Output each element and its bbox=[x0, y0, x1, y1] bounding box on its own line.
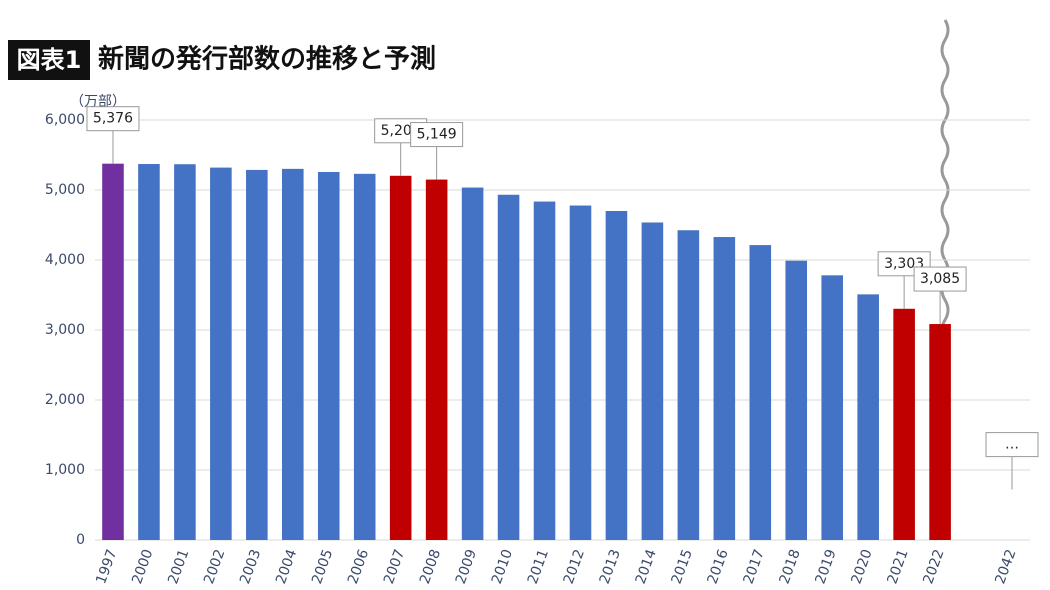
bar bbox=[533, 201, 556, 541]
x-tick-label: 2015 bbox=[669, 547, 696, 586]
x-tick-label: 2018 bbox=[777, 547, 804, 586]
bar bbox=[389, 175, 412, 541]
y-unit: （万部） bbox=[70, 94, 126, 110]
bar bbox=[641, 222, 664, 541]
callout-box bbox=[913, 266, 967, 292]
x-tick-label: 2004 bbox=[273, 547, 300, 586]
x-tick-label: 2042 bbox=[992, 547, 1019, 586]
bar bbox=[677, 230, 700, 540]
bar bbox=[138, 164, 160, 540]
x-tick-label: 2016 bbox=[705, 547, 732, 586]
chart-title: 新聞の発行部数の推移と予測 bbox=[98, 44, 436, 75]
y-tick-label: 2,000 bbox=[45, 392, 85, 408]
bar bbox=[893, 308, 915, 540]
y-tick-label: 4,000 bbox=[45, 252, 85, 268]
x-tick-label: 2009 bbox=[453, 547, 480, 586]
callout-box bbox=[985, 432, 1039, 458]
y-tick-label: 0 bbox=[76, 532, 85, 548]
x-tick-label: 2013 bbox=[597, 547, 624, 586]
bar bbox=[713, 237, 736, 541]
bar bbox=[174, 164, 196, 541]
y-tick-label: 6,000 bbox=[45, 112, 85, 128]
bar bbox=[353, 173, 376, 540]
bar bbox=[317, 172, 340, 540]
y-tick-label: 3,000 bbox=[45, 322, 85, 338]
y-tick-label: 1,000 bbox=[45, 462, 85, 478]
x-tick-label: 2001 bbox=[165, 547, 192, 586]
bar bbox=[569, 205, 592, 541]
bar bbox=[425, 179, 448, 540]
bar bbox=[821, 275, 843, 540]
x-tick-label: 2008 bbox=[417, 547, 444, 586]
bar bbox=[857, 294, 879, 540]
x-tick-label: 2011 bbox=[525, 547, 552, 586]
bar bbox=[605, 211, 628, 540]
bar bbox=[210, 167, 232, 540]
callout-box bbox=[410, 122, 464, 148]
value-label: 3,085 bbox=[920, 271, 960, 287]
callout-box bbox=[86, 106, 140, 132]
x-tick-label: 1997 bbox=[93, 547, 120, 586]
x-tick-label: 2005 bbox=[309, 547, 336, 586]
x-tick-label: 2012 bbox=[561, 547, 588, 586]
x-tick-label: 2021 bbox=[884, 547, 911, 586]
x-tick-label: 2010 bbox=[489, 547, 516, 586]
bar bbox=[102, 163, 124, 540]
value-label: 5,376 bbox=[93, 111, 133, 127]
badge: 図表1 bbox=[17, 46, 82, 74]
x-tick-label: 2017 bbox=[741, 547, 768, 586]
badge-box bbox=[8, 40, 90, 80]
value-label: … bbox=[1005, 437, 1019, 453]
bar bbox=[929, 324, 951, 540]
bar bbox=[246, 169, 268, 540]
bar bbox=[282, 168, 304, 541]
x-tick-label: 2019 bbox=[813, 547, 840, 586]
bar bbox=[497, 194, 520, 540]
x-tick-label: 2022 bbox=[920, 547, 947, 586]
x-tick-label: 2020 bbox=[848, 547, 875, 586]
x-tick-label: 2002 bbox=[201, 547, 228, 586]
bar bbox=[461, 187, 484, 541]
x-tick-label: 2000 bbox=[129, 547, 156, 586]
x-tick-label: 2014 bbox=[633, 547, 660, 586]
bar bbox=[785, 260, 808, 540]
x-tick-label: 2006 bbox=[345, 547, 372, 586]
y-tick-label: 5,000 bbox=[45, 182, 85, 198]
callout-box bbox=[877, 251, 931, 277]
value-label: 5,149 bbox=[417, 127, 457, 143]
x-tick-label: 2007 bbox=[381, 547, 408, 586]
bar bbox=[749, 245, 772, 540]
x-tick-label: 2003 bbox=[237, 547, 264, 586]
